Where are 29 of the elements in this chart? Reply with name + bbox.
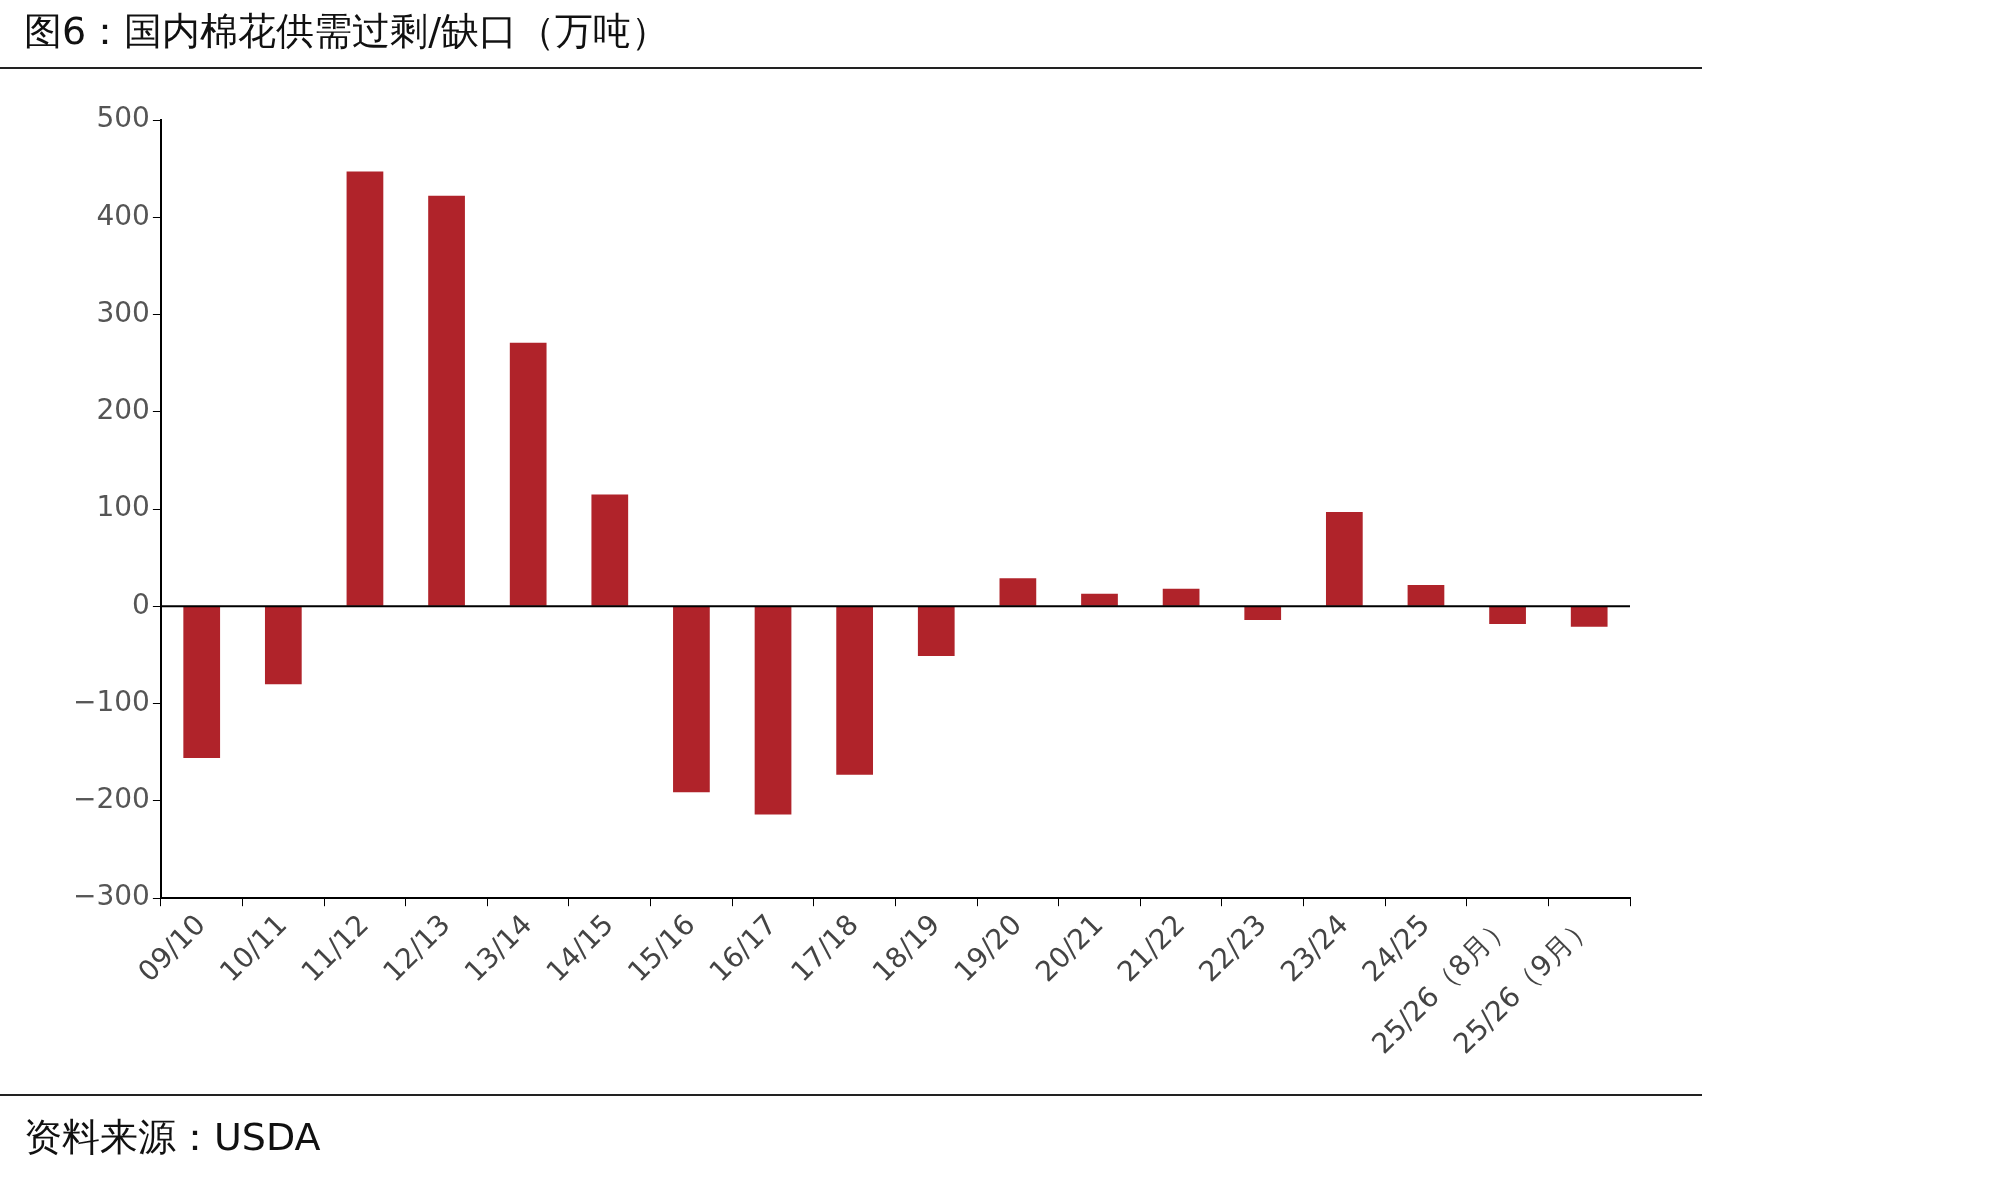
bar [754, 606, 792, 815]
bar [836, 606, 874, 775]
chart-title: 图6：国内棉花供需过剩/缺口（万吨） [24, 8, 669, 55]
bar [346, 171, 384, 606]
bar [1244, 606, 1282, 620]
y-tick-label: −100 [73, 684, 150, 718]
bar [1407, 584, 1445, 606]
text: 资料来源：USDA [24, 1114, 321, 1161]
y-tick-label: −300 [73, 879, 150, 913]
bar [673, 606, 710, 793]
bar [1162, 588, 1200, 606]
bar [1489, 606, 1526, 624]
bar [999, 578, 1037, 606]
bar [1081, 593, 1118, 606]
y-tick-label: 0 [132, 587, 150, 621]
bar [183, 606, 221, 759]
bar [428, 195, 465, 606]
bar [509, 342, 547, 606]
y-tick-label: −200 [73, 782, 150, 816]
bar [264, 606, 302, 685]
bar [591, 494, 629, 606]
bar [1570, 606, 1608, 627]
y-tick-label: 400 [96, 198, 150, 232]
y-tick-label: 500 [96, 101, 150, 135]
y-tick-label: 300 [96, 295, 150, 329]
y-tick-label: 200 [96, 393, 150, 427]
bar [1325, 512, 1363, 606]
bar [917, 606, 955, 656]
y-tick-label: 100 [96, 490, 150, 524]
